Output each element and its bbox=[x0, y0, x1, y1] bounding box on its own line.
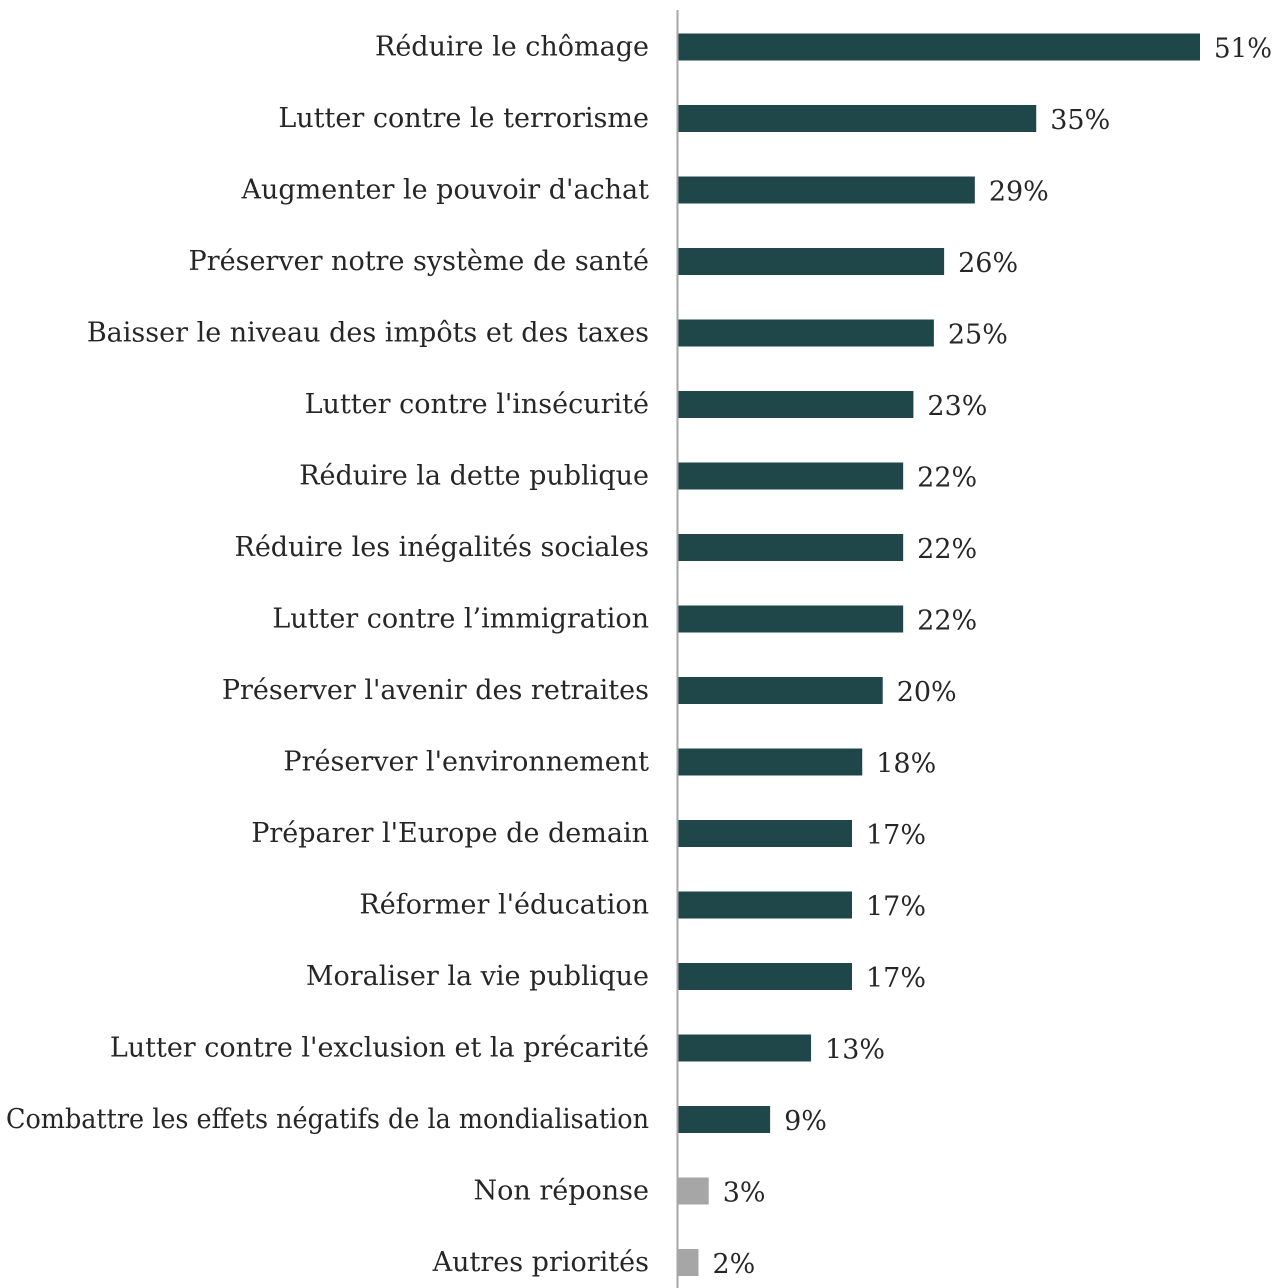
bar bbox=[678, 677, 883, 704]
bar bbox=[678, 1034, 812, 1062]
category-label: Réformer l'éducation bbox=[359, 890, 649, 921]
value-labels-group: 51% 35% 29% 26% 25% 23% 22% 22% 22% 20% 18% 17% 17% 1… bbox=[712, 34, 1272, 1281]
value-label: 20% bbox=[897, 677, 957, 708]
value-label: 23% bbox=[927, 391, 987, 422]
category-label: Réduire le chômage bbox=[375, 32, 649, 63]
category-label: Préserver l'environnement bbox=[283, 747, 649, 778]
category-label: Baisser le niveau des impôts et des taxe… bbox=[87, 318, 649, 349]
bar bbox=[678, 319, 934, 347]
category-label: Combattre les effets négatifs de la mond… bbox=[6, 1104, 649, 1135]
value-label: 22% bbox=[917, 463, 977, 494]
value-label: 3% bbox=[723, 1178, 766, 1209]
category-label: Lutter contre l’immigration bbox=[272, 604, 649, 635]
bar bbox=[678, 891, 852, 919]
bar bbox=[678, 1106, 771, 1133]
bar bbox=[678, 176, 975, 204]
bar bbox=[678, 1177, 709, 1205]
bar bbox=[678, 748, 863, 776]
bar bbox=[678, 605, 904, 633]
value-label: 25% bbox=[948, 320, 1008, 351]
value-label: 18% bbox=[876, 749, 936, 780]
value-label: 29% bbox=[989, 177, 1049, 208]
bar bbox=[678, 391, 914, 418]
bar bbox=[678, 820, 852, 847]
category-labels-group: Réduire le chômage Lutter contre le terro… bbox=[6, 32, 649, 1279]
value-label: 51% bbox=[1214, 34, 1272, 65]
bars-group bbox=[678, 33, 1200, 1276]
value-label: 17% bbox=[866, 820, 926, 851]
category-label: Moraliser la vie publique bbox=[306, 961, 649, 992]
value-label: 17% bbox=[866, 892, 926, 923]
value-label: 9% bbox=[784, 1106, 827, 1137]
bar bbox=[678, 963, 852, 990]
category-label: Autres priorités bbox=[432, 1247, 649, 1278]
value-label: 35% bbox=[1050, 105, 1110, 136]
value-label: 22% bbox=[917, 534, 977, 565]
bar bbox=[678, 1249, 699, 1276]
value-label: 26% bbox=[958, 248, 1018, 279]
category-label: Préparer l'Europe de demain bbox=[251, 818, 649, 849]
bar bbox=[678, 248, 945, 275]
value-label: 13% bbox=[825, 1035, 885, 1066]
bar bbox=[678, 33, 1200, 61]
value-label: 2% bbox=[712, 1249, 755, 1280]
bar bbox=[678, 105, 1037, 132]
bar bbox=[678, 534, 904, 561]
category-label: Lutter contre l'insécurité bbox=[305, 389, 649, 420]
category-label: Lutter contre l'exclusion et la précarit… bbox=[110, 1033, 649, 1064]
bar bbox=[678, 462, 904, 490]
category-label: Augmenter le pouvoir d'achat bbox=[241, 175, 650, 206]
category-label: Préserver l'avenir des retraites bbox=[222, 675, 649, 706]
category-label: Non réponse bbox=[474, 1176, 650, 1207]
category-label: Lutter contre le terrorisme bbox=[278, 103, 649, 134]
value-label: 22% bbox=[917, 606, 977, 637]
category-label: Réduire la dette publique bbox=[299, 461, 649, 492]
category-label: Réduire les inégalités sociales bbox=[235, 532, 650, 563]
category-label: Préserver notre système de santé bbox=[189, 246, 649, 277]
value-label: 17% bbox=[866, 963, 926, 994]
